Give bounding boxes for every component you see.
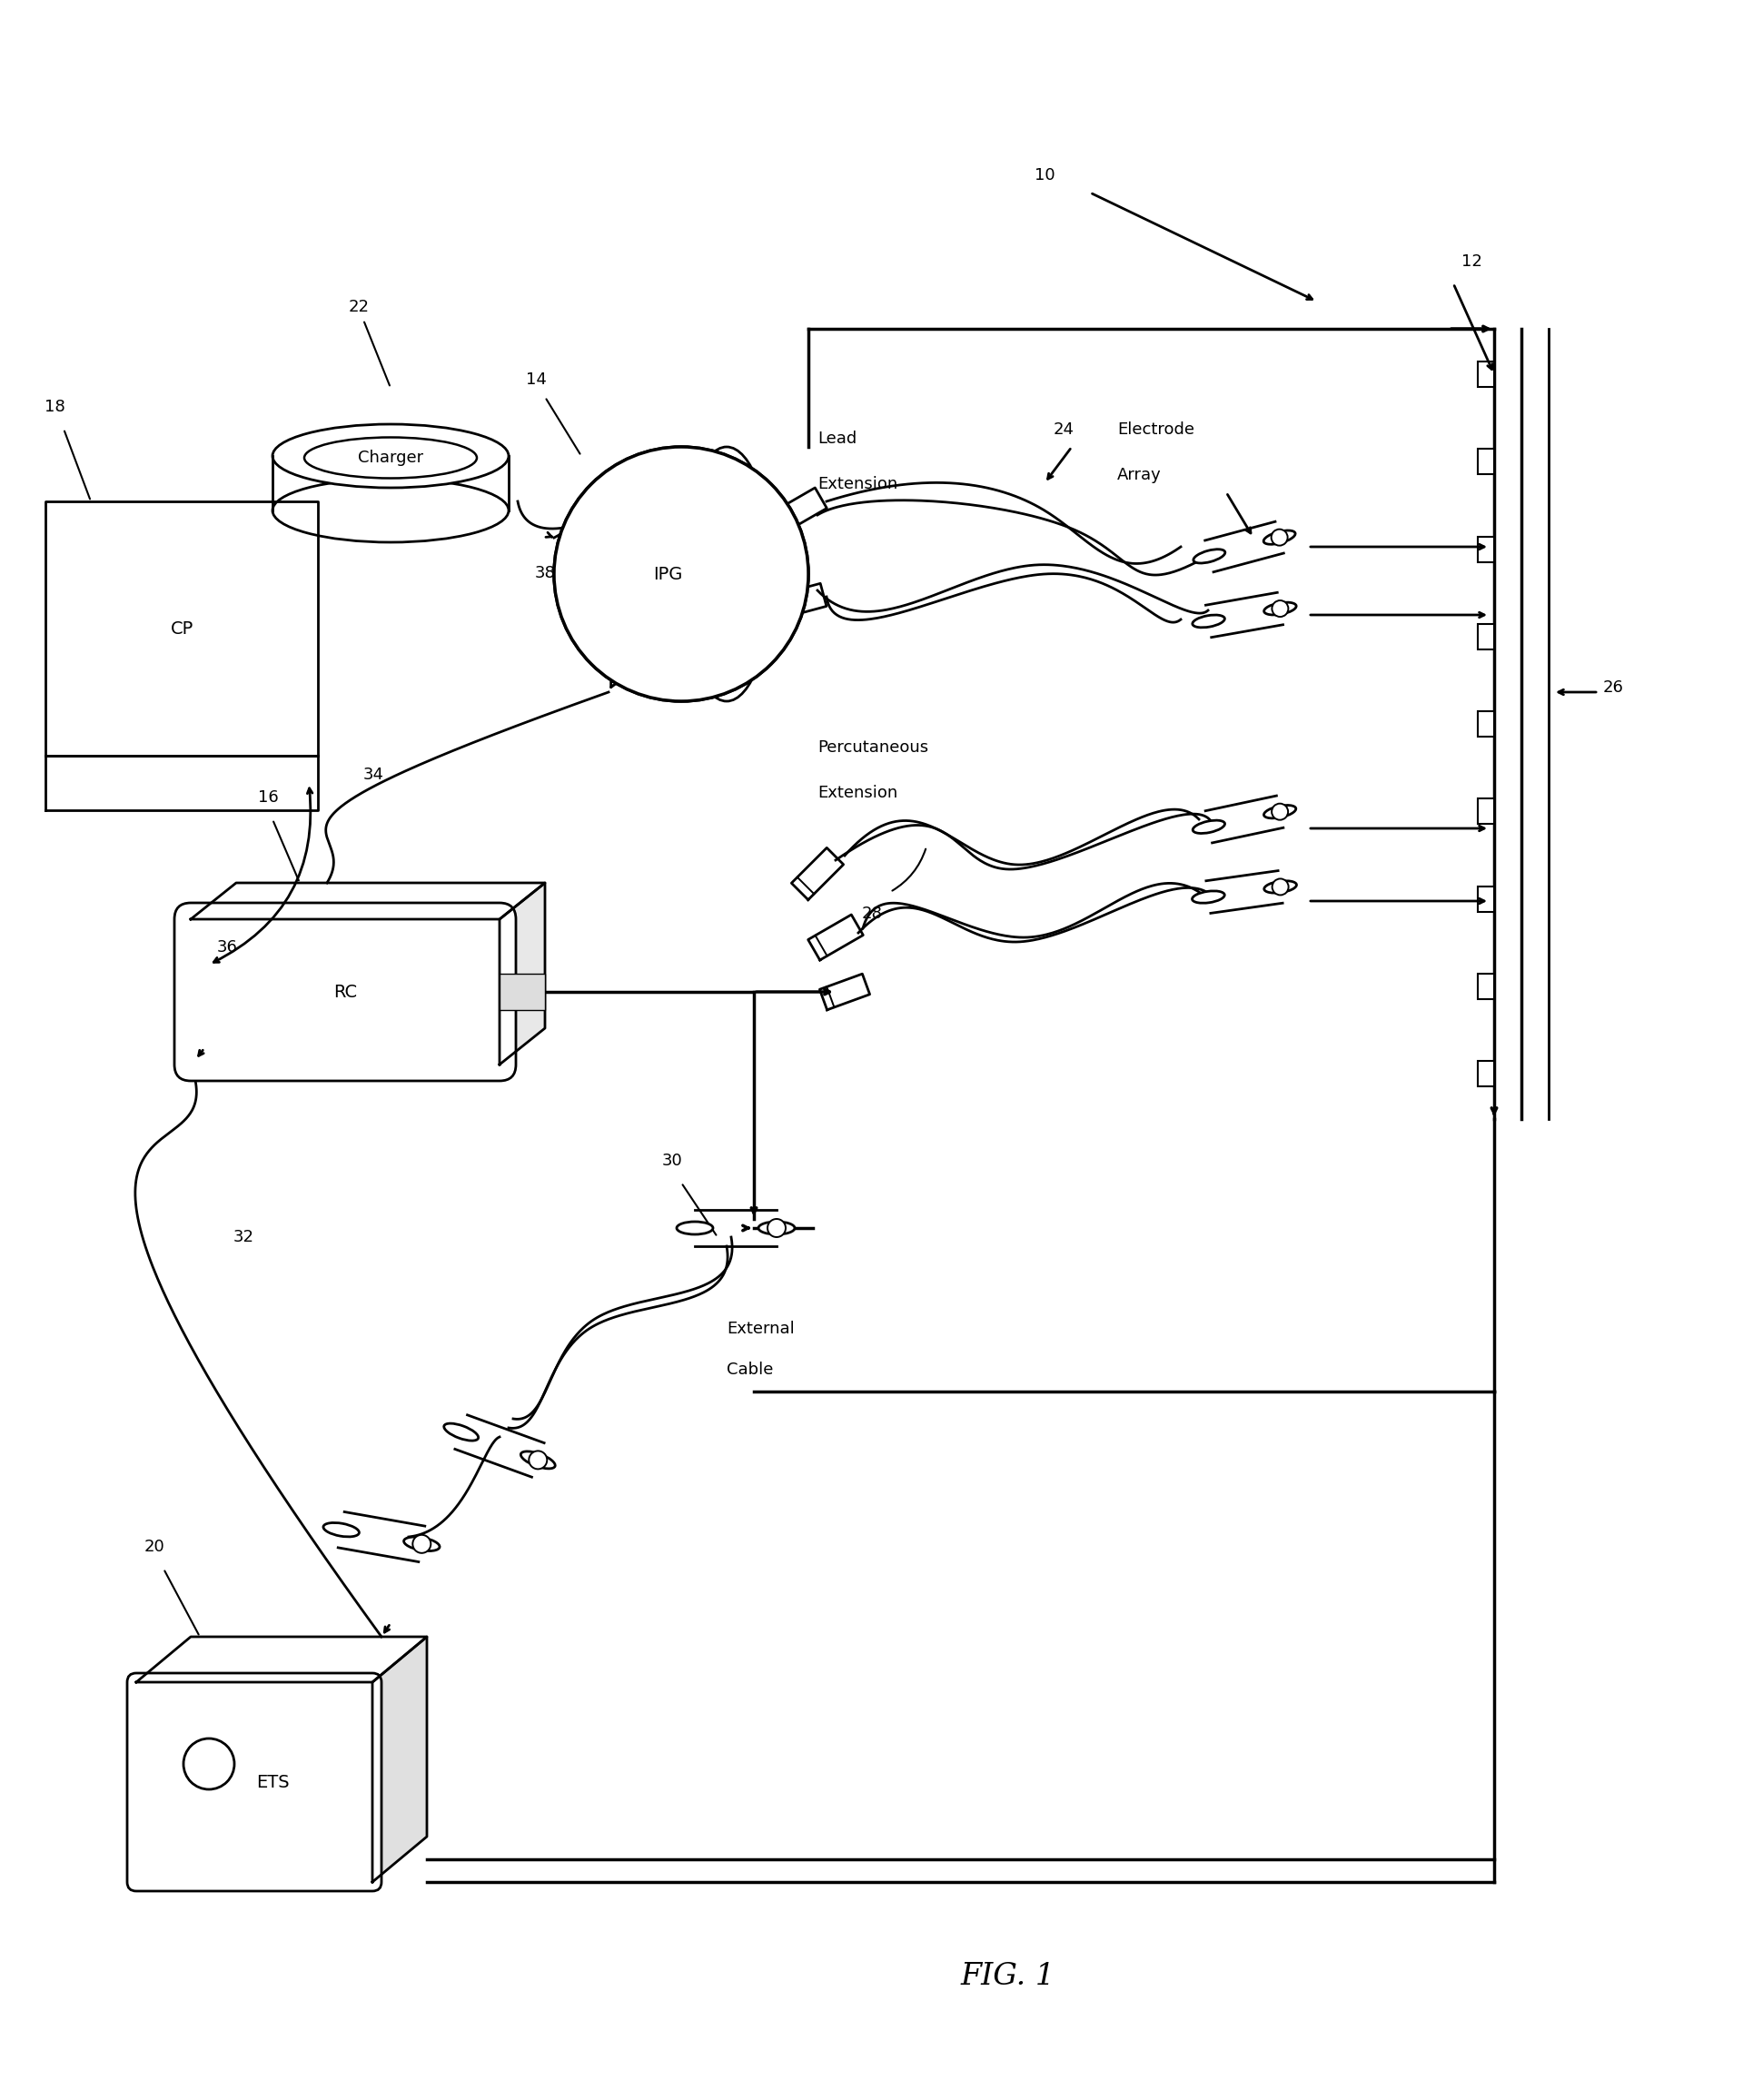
- Bar: [500, 974, 546, 1010]
- Text: 34: 34: [363, 766, 383, 783]
- Text: Extension: Extension: [817, 477, 898, 491]
- Ellipse shape: [1192, 890, 1225, 903]
- Text: 12: 12: [1461, 254, 1482, 269]
- Text: 18: 18: [44, 399, 64, 416]
- Bar: [1478, 449, 1494, 475]
- Ellipse shape: [1264, 804, 1297, 819]
- Ellipse shape: [676, 1222, 713, 1235]
- Text: IPG: IPG: [654, 565, 682, 582]
- Text: Cable: Cable: [727, 1361, 774, 1378]
- Ellipse shape: [682, 447, 772, 701]
- Ellipse shape: [305, 437, 478, 479]
- Ellipse shape: [1192, 821, 1225, 834]
- Text: Electrode: Electrode: [1117, 422, 1194, 437]
- Polygon shape: [136, 1636, 427, 1682]
- Text: 20: 20: [145, 1539, 166, 1554]
- Ellipse shape: [272, 479, 509, 542]
- Text: 36: 36: [216, 939, 237, 956]
- Text: 14: 14: [525, 372, 546, 389]
- Text: 32: 32: [234, 1228, 254, 1245]
- Text: 26: 26: [1604, 680, 1624, 695]
- FancyBboxPatch shape: [127, 1674, 382, 1892]
- Circle shape: [1272, 601, 1288, 617]
- Ellipse shape: [521, 1451, 556, 1468]
- Polygon shape: [190, 882, 546, 920]
- Text: 22: 22: [349, 298, 370, 315]
- Text: FIG. 1: FIG. 1: [960, 1961, 1055, 1991]
- Bar: [1478, 624, 1494, 649]
- Ellipse shape: [322, 1522, 359, 1537]
- Bar: [1478, 974, 1494, 1000]
- Circle shape: [183, 1739, 234, 1789]
- Bar: [1478, 361, 1494, 386]
- Bar: [1478, 798, 1494, 823]
- Bar: [1478, 712, 1494, 737]
- Ellipse shape: [554, 447, 809, 701]
- FancyBboxPatch shape: [174, 903, 516, 1082]
- Text: Extension: Extension: [817, 785, 898, 800]
- Ellipse shape: [404, 1537, 439, 1552]
- Text: Percutaneous: Percutaneous: [817, 739, 929, 756]
- Ellipse shape: [1264, 531, 1295, 544]
- Ellipse shape: [444, 1424, 478, 1441]
- Polygon shape: [500, 882, 546, 1065]
- Ellipse shape: [1264, 880, 1297, 892]
- Text: External: External: [727, 1321, 795, 1338]
- Ellipse shape: [758, 1222, 795, 1235]
- Ellipse shape: [1194, 550, 1225, 563]
- Text: Array: Array: [1117, 466, 1161, 483]
- Text: Charger: Charger: [357, 449, 424, 466]
- Ellipse shape: [1192, 615, 1225, 628]
- Circle shape: [413, 1535, 431, 1554]
- Ellipse shape: [554, 447, 809, 701]
- Bar: [1478, 886, 1494, 911]
- Text: Lead: Lead: [817, 430, 858, 447]
- Text: 16: 16: [258, 790, 279, 806]
- Text: 38: 38: [535, 565, 556, 582]
- Circle shape: [1271, 529, 1288, 546]
- Text: 24: 24: [1053, 422, 1074, 437]
- Bar: [1478, 536, 1494, 563]
- Ellipse shape: [272, 424, 509, 487]
- Text: 28: 28: [861, 905, 882, 922]
- Text: 30: 30: [662, 1153, 683, 1170]
- Circle shape: [767, 1218, 786, 1237]
- Circle shape: [1272, 804, 1288, 819]
- Text: 10: 10: [1034, 168, 1055, 183]
- Text: RC: RC: [333, 983, 357, 1000]
- Circle shape: [1272, 878, 1288, 895]
- Text: ETS: ETS: [256, 1774, 289, 1791]
- Ellipse shape: [1264, 603, 1297, 615]
- Circle shape: [528, 1451, 547, 1470]
- Text: CP: CP: [171, 620, 193, 636]
- Bar: [1478, 1060, 1494, 1086]
- Polygon shape: [373, 1636, 427, 1882]
